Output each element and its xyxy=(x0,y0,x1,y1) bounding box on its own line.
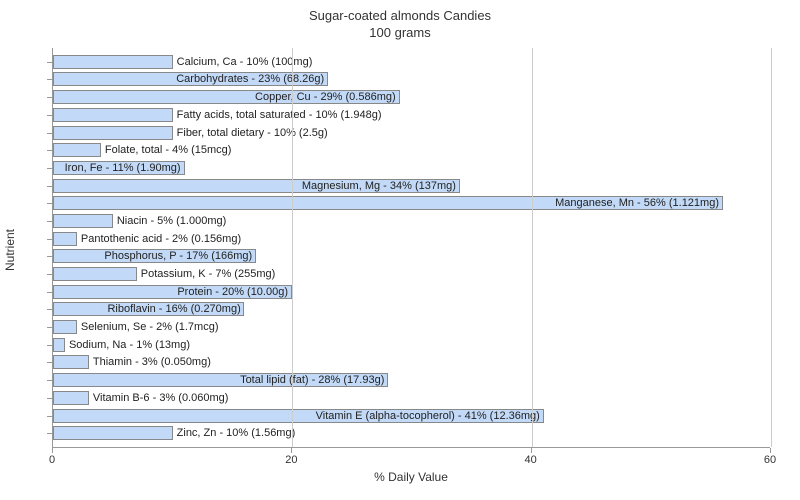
bar-row: Zinc, Zn - 10% (1.56mg) xyxy=(53,425,770,441)
y-tick xyxy=(47,416,52,417)
x-tick-label: 0 xyxy=(49,454,55,466)
x-tick xyxy=(52,448,53,453)
nutrient-bar xyxy=(53,55,173,69)
y-tick xyxy=(47,168,52,169)
x-tick xyxy=(291,448,292,453)
bar-label: Protein - 20% (10.00g) xyxy=(177,285,288,299)
bar-row: Fatty acids, total saturated - 10% (1.94… xyxy=(53,107,770,123)
plot-area: Calcium, Ca - 10% (100mg) Carbohydrates -… xyxy=(52,48,770,448)
bar-label: Selenium, Se - 2% (1.7mcg) xyxy=(81,320,219,334)
y-tick xyxy=(47,133,52,134)
nutrient-bar xyxy=(53,232,77,246)
x-tick-label: 20 xyxy=(285,454,297,466)
nutrient-bar xyxy=(53,143,101,157)
y-tick xyxy=(47,274,52,275)
x-tick xyxy=(770,448,771,453)
nutrient-bar xyxy=(53,320,77,334)
nutrient-bar xyxy=(53,426,173,440)
bar-label: Fiber, total dietary - 10% (2.5g) xyxy=(177,126,328,140)
bar-row: Carbohydrates - 23% (68.26g) xyxy=(53,72,770,88)
bar-row: Magnesium, Mg - 34% (137mg) xyxy=(53,178,770,194)
bar-row: Pantothenic acid - 2% (0.156mg) xyxy=(53,231,770,247)
bar-row: Riboflavin - 16% (0.270mg) xyxy=(53,302,770,318)
bar-label: Phosphorus, P - 17% (166mg) xyxy=(104,249,252,263)
bar-row: Fiber, total dietary - 10% (2.5g) xyxy=(53,125,770,141)
nutrient-bar xyxy=(53,214,113,228)
nutrient-bar xyxy=(53,267,137,281)
nutrient-chart: Sugar-coated almonds Candies 100 grams N… xyxy=(0,0,800,500)
nutrient-bar xyxy=(53,108,173,122)
bar-row: Folate, total - 4% (15mcg) xyxy=(53,142,770,158)
bar-row: Total lipid (fat) - 28% (17.93g) xyxy=(53,372,770,388)
bar-row: Potassium, K - 7% (255mg) xyxy=(53,266,770,282)
chart-title: Sugar-coated almonds Candies 100 grams xyxy=(0,8,800,42)
y-tick xyxy=(47,380,52,381)
nutrient-bar xyxy=(53,391,89,405)
bar-label: Sodium, Na - 1% (13mg) xyxy=(69,338,190,352)
y-tick xyxy=(47,345,52,346)
y-tick xyxy=(47,309,52,310)
bar-label: Potassium, K - 7% (255mg) xyxy=(141,267,276,281)
bar-label: Magnesium, Mg - 34% (137mg) xyxy=(302,179,456,193)
bar-label: Manganese, Mn - 56% (1.121mg) xyxy=(555,196,719,210)
bar-row: Manganese, Mn - 56% (1.121mg) xyxy=(53,196,770,212)
y-tick xyxy=(47,203,52,204)
x-tick-label: 40 xyxy=(525,454,537,466)
bar-label: Folate, total - 4% (15mcg) xyxy=(105,143,232,157)
chart-title-line2: 100 grams xyxy=(0,25,800,42)
y-tick xyxy=(47,97,52,98)
bar-label: Vitamin B-6 - 3% (0.060mg) xyxy=(93,391,229,405)
bar-row: Sodium, Na - 1% (13mg) xyxy=(53,337,770,353)
y-tick xyxy=(47,221,52,222)
bar-label: Copper, Cu - 29% (0.586mg) xyxy=(255,90,396,104)
bars-container: Calcium, Ca - 10% (100mg) Carbohydrates -… xyxy=(53,48,770,447)
bar-row: Selenium, Se - 2% (1.7mcg) xyxy=(53,319,770,335)
bar-row: Vitamin B-6 - 3% (0.060mg) xyxy=(53,390,770,406)
y-tick xyxy=(47,256,52,257)
bar-label: Pantothenic acid - 2% (0.156mg) xyxy=(81,232,241,246)
bar-row: Iron, Fe - 11% (1.90mg) xyxy=(53,160,770,176)
nutrient-bar xyxy=(53,355,89,369)
y-tick xyxy=(47,186,52,187)
y-tick xyxy=(47,292,52,293)
bar-label: Total lipid (fat) - 28% (17.93g) xyxy=(240,373,384,387)
y-tick xyxy=(47,433,52,434)
x-axis-label: % Daily Value xyxy=(52,470,770,484)
bar-label: Fatty acids, total saturated - 10% (1.94… xyxy=(177,108,382,122)
y-tick xyxy=(47,327,52,328)
bar-label: Thiamin - 3% (0.050mg) xyxy=(93,355,211,369)
bar-row: Phosphorus, P - 17% (166mg) xyxy=(53,249,770,265)
bar-label: Zinc, Zn - 10% (1.56mg) xyxy=(177,426,296,440)
bar-row: Protein - 20% (10.00g) xyxy=(53,284,770,300)
y-tick xyxy=(47,150,52,151)
y-tick xyxy=(47,362,52,363)
y-axis-label: Nutrient xyxy=(3,229,17,271)
chart-title-line1: Sugar-coated almonds Candies xyxy=(0,8,800,25)
y-tick xyxy=(47,239,52,240)
bar-row: Copper, Cu - 29% (0.586mg) xyxy=(53,89,770,105)
bar-row: Vitamin E (alpha-tocopherol) - 41% (12.3… xyxy=(53,408,770,424)
bar-label: Carbohydrates - 23% (68.26g) xyxy=(176,72,324,86)
x-tick xyxy=(531,448,532,453)
bar-label: Niacin - 5% (1.000mg) xyxy=(117,214,226,228)
bar-label: Iron, Fe - 11% (1.90mg) xyxy=(65,161,181,175)
gridline xyxy=(771,48,772,447)
gridline xyxy=(292,48,293,447)
bar-row: Thiamin - 3% (0.050mg) xyxy=(53,355,770,371)
y-tick xyxy=(47,398,52,399)
bar-label: Riboflavin - 16% (0.270mg) xyxy=(107,302,240,316)
y-tick xyxy=(47,62,52,63)
bar-row: Niacin - 5% (1.000mg) xyxy=(53,213,770,229)
y-tick xyxy=(47,79,52,80)
nutrient-bar xyxy=(53,338,65,352)
y-tick xyxy=(47,115,52,116)
nutrient-bar xyxy=(53,126,173,140)
gridline xyxy=(532,48,533,447)
bar-label: Vitamin E (alpha-tocopherol) - 41% (12.3… xyxy=(316,409,540,423)
x-tick-label: 60 xyxy=(764,454,776,466)
bar-row: Calcium, Ca - 10% (100mg) xyxy=(53,54,770,70)
